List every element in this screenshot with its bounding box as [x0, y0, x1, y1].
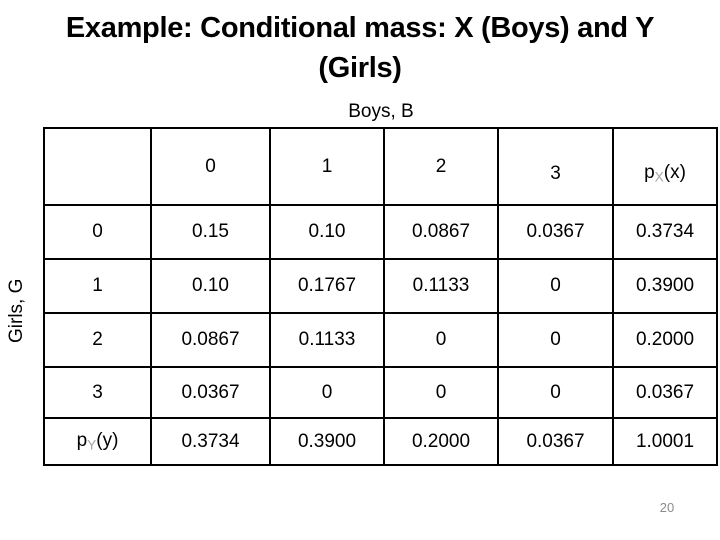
joint-cell-1-0: 0.10 — [150, 258, 271, 314]
col-header-3: 3 — [497, 127, 614, 206]
joint-cell-0-1: 0.10 — [269, 204, 385, 260]
px-subscript: X — [654, 169, 664, 185]
table-row-3: 3 0.0367 0 0 0 0.0367 — [43, 366, 718, 419]
table-row-1: 1 0.10 0.1767 0.1133 0 0.3900 — [43, 258, 718, 314]
joint-cell-2-1: 0.1133 — [269, 312, 385, 368]
joint-cell-3-2: 0 — [383, 366, 499, 419]
px-marginal-2: 0.2000 — [612, 312, 718, 368]
table-header-row: 0 1 2 3 pX(x) — [43, 127, 718, 206]
table-py-row: pY(y) 0.3734 0.3900 0.2000 0.0367 1.0001 — [43, 417, 718, 466]
col-header-3-label: 3 — [550, 162, 561, 184]
col-header-2: 2 — [383, 127, 499, 206]
table-row-2: 2 0.0867 0.1133 0 0 0.2000 — [43, 312, 718, 368]
joint-cell-1-2: 0.1133 — [383, 258, 499, 314]
px-marginal-0: 0.3734 — [612, 204, 718, 260]
boys-axis-label: Boys, B — [348, 101, 414, 122]
col-header-1: 1 — [269, 127, 385, 206]
row-header-2: 2 — [43, 312, 152, 368]
corner-empty-cell — [43, 127, 152, 206]
col-header-px: pX(x) — [612, 127, 718, 206]
row-header-1: 1 — [43, 258, 152, 314]
slide-title-line1: Example: Conditional mass: X (Boys) and … — [65, 12, 655, 44]
joint-cell-2-2: 0 — [383, 312, 499, 368]
row-header-0: 0 — [43, 204, 152, 260]
px-marginal-3: 0.0367 — [612, 366, 718, 419]
joint-cell-1-3: 0 — [497, 258, 614, 314]
joint-cell-2-3: 0 — [497, 312, 614, 368]
py-marginal-0: 0.3734 — [150, 417, 271, 466]
joint-cell-2-0: 0.0867 — [150, 312, 271, 368]
joint-cell-3-1: 0 — [269, 366, 385, 419]
table-row-0: 0 0.15 0.10 0.0867 0.0367 0.3734 — [43, 204, 718, 260]
girls-axis-label: Girls, G — [6, 278, 27, 343]
py-marginal-1: 0.3900 — [269, 417, 385, 466]
py-subscript: Y — [87, 437, 97, 453]
total-cell: 1.0001 — [612, 417, 718, 466]
joint-cell-0-3: 0.0367 — [497, 204, 614, 260]
col-header-0: 0 — [150, 127, 271, 206]
joint-mass-table: 0 1 2 3 pX(x) 0 0.15 0.10 0.0867 0.0367 … — [43, 127, 718, 466]
row-header-3: 3 — [43, 366, 152, 419]
slide-title-line2: (Girls) — [318, 52, 402, 84]
joint-cell-1-1: 0.1767 — [269, 258, 385, 314]
joint-cell-3-0: 0.0367 — [150, 366, 271, 419]
joint-cell-0-0: 0.15 — [150, 204, 271, 260]
joint-cell-3-3: 0 — [497, 366, 614, 419]
py-header: pY(y) — [43, 417, 152, 466]
py-marginal-2: 0.2000 — [383, 417, 499, 466]
py-header-label: pY(y) — [76, 430, 119, 453]
joint-cell-0-2: 0.0867 — [383, 204, 499, 260]
px-marginal-1: 0.3900 — [612, 258, 718, 314]
px-header-label: pX(x) — [644, 162, 686, 185]
slide-title: Example: Conditional mass: X (Boys) and … — [0, 8, 720, 88]
py-marginal-3: 0.0367 — [497, 417, 614, 466]
page-number: 20 — [659, 500, 675, 515]
